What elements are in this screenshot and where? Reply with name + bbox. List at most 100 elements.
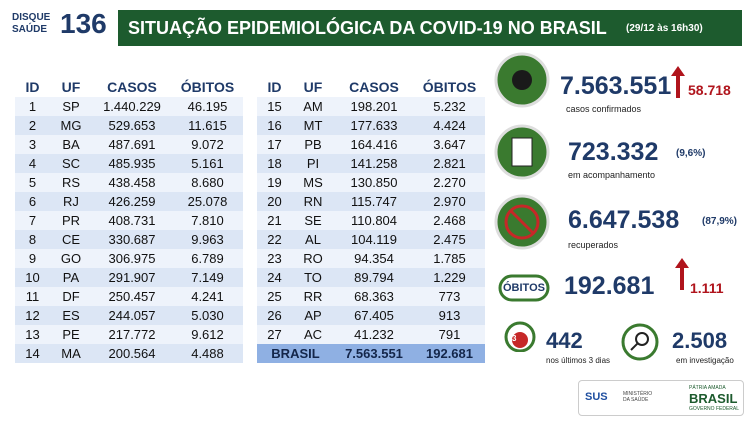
cell: 485.935 xyxy=(108,156,156,171)
stat-label: nos últimos 3 dias xyxy=(546,356,611,365)
cell: 1 xyxy=(28,99,37,114)
cell: 14 xyxy=(25,346,40,361)
icons xyxy=(494,52,550,352)
row-bg xyxy=(15,192,243,211)
stat-value: 442 xyxy=(546,328,583,353)
cell: 2.970 xyxy=(433,194,466,209)
cell: 4.424 xyxy=(433,118,466,133)
cell: 177.633 xyxy=(350,118,398,133)
cell: 5.030 xyxy=(191,308,224,323)
cell: 21 xyxy=(267,213,282,228)
search-icon xyxy=(621,323,659,361)
cell: 2.468 xyxy=(433,213,466,228)
row-bg xyxy=(15,306,243,325)
cell: RN xyxy=(303,194,323,209)
cell: 3.647 xyxy=(433,137,466,152)
row-bg xyxy=(257,116,485,135)
cell: RS xyxy=(61,175,81,190)
stat-value: 7.563.551 xyxy=(560,72,672,100)
cell: ES xyxy=(62,308,80,323)
cell: 4 xyxy=(28,156,37,171)
cell: 913 xyxy=(438,308,461,323)
cell: 23 xyxy=(267,251,282,266)
cell: 18 xyxy=(267,156,282,171)
cell: 46.195 xyxy=(187,99,228,114)
cell: 2.475 xyxy=(433,232,466,247)
deaths-badge: ÓBITOS xyxy=(503,282,545,294)
cell: 5.161 xyxy=(191,156,224,171)
ministry: MINISTÉRIO DA SAÚDE xyxy=(623,391,653,403)
row-bg xyxy=(257,192,485,211)
cell: CE xyxy=(61,232,81,247)
row-bg xyxy=(15,135,243,154)
row-bg xyxy=(257,154,485,173)
stat-percent: (87,9%) xyxy=(702,216,738,227)
date: (29/12 às 16h30) xyxy=(626,23,703,34)
cell: 41.232 xyxy=(354,327,394,342)
row-bg xyxy=(15,230,243,249)
cell: 791 xyxy=(438,327,461,342)
stat-percent: (9,6%) xyxy=(676,148,706,159)
total-bg xyxy=(257,344,485,363)
row-bg xyxy=(15,173,243,192)
cell: 3 xyxy=(28,137,37,152)
cell: 198.201 xyxy=(350,99,398,114)
stat-value: 192.681 xyxy=(564,272,655,300)
cell: 11.615 xyxy=(188,118,227,133)
stat-increase: 1.111 xyxy=(690,280,724,296)
cell: 200.564 xyxy=(108,346,156,361)
cell: MS xyxy=(303,175,323,190)
column-header: ID xyxy=(25,79,40,95)
cell: 19 xyxy=(267,175,282,190)
cell: 2.821 xyxy=(433,156,466,171)
cell: RO xyxy=(303,251,323,266)
footer: SUS MINISTÉRIO DA SAÚDE PÁTRIA AMADA BRA… xyxy=(578,380,744,416)
cell: 141.258 xyxy=(350,156,398,171)
row-bg xyxy=(257,211,485,230)
cell: GO xyxy=(60,251,82,266)
cell: PE xyxy=(62,327,80,342)
stat-value: 723.332 xyxy=(568,138,659,166)
logo-line: DISQUE xyxy=(12,12,51,23)
cell: 529.653 xyxy=(108,118,156,133)
stat-increase: 58.718 xyxy=(688,82,731,98)
cell: MT xyxy=(303,118,323,133)
row-bg xyxy=(15,154,243,173)
cell: 306.975 xyxy=(108,251,156,266)
cell: 22 xyxy=(267,232,282,247)
cell: 2 xyxy=(28,118,37,133)
row-bg xyxy=(15,97,243,116)
cell: 7 xyxy=(28,213,37,228)
row-bg xyxy=(257,306,485,325)
cell: 15 xyxy=(267,99,282,114)
cell: MG xyxy=(60,118,82,133)
row-bg xyxy=(15,287,243,306)
icon-label: 3 xyxy=(512,334,517,343)
row-bg xyxy=(257,325,485,344)
cell: PI xyxy=(306,156,320,171)
cell: 4.241 xyxy=(191,289,224,304)
cell: 13 xyxy=(25,327,40,342)
cell: 2.270 xyxy=(433,175,466,190)
cell: 330.687 xyxy=(108,232,156,247)
sus-logo: SUS xyxy=(585,391,608,403)
cell: 7.810 xyxy=(191,213,224,228)
cell: 244.057 xyxy=(108,308,156,323)
cell: 7.149 xyxy=(191,270,224,285)
cell: 773 xyxy=(438,289,461,304)
cell: 8.680 xyxy=(191,175,224,190)
row-bg xyxy=(257,287,485,306)
stat-label: recuperados xyxy=(568,240,619,250)
cell: 6.789 xyxy=(191,251,224,266)
cell: DF xyxy=(62,289,80,304)
arrow xyxy=(675,258,689,290)
cell: AP xyxy=(304,308,322,323)
cell: 115.747 xyxy=(350,194,398,209)
row-bg xyxy=(257,230,485,249)
cell: 12 xyxy=(25,308,40,323)
logo-line: SAÚDE xyxy=(12,24,48,35)
row-bg xyxy=(257,135,485,154)
cell: BA xyxy=(62,137,80,152)
column-header: CASOS xyxy=(107,79,157,95)
